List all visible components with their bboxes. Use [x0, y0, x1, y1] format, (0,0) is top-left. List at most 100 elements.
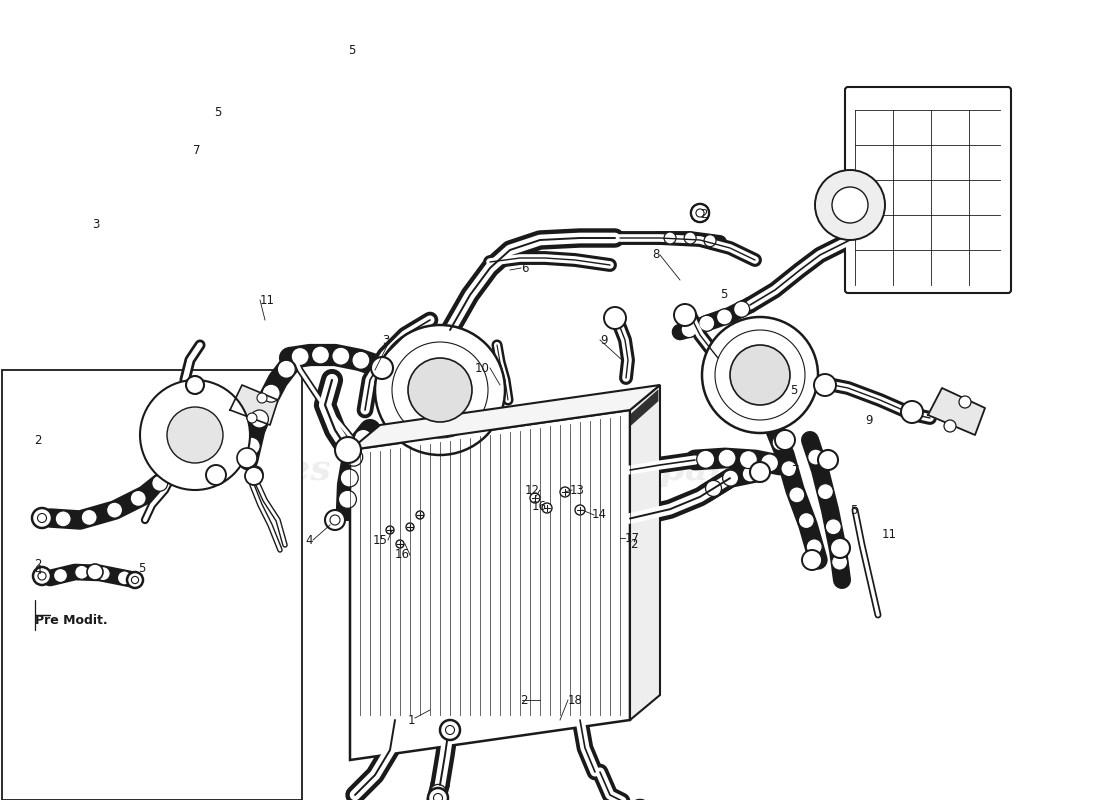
- Text: 2: 2: [700, 209, 707, 222]
- Circle shape: [131, 576, 139, 584]
- Circle shape: [54, 569, 67, 582]
- Text: 5: 5: [850, 503, 857, 517]
- Circle shape: [416, 511, 424, 519]
- Circle shape: [428, 788, 448, 800]
- Text: 2: 2: [520, 694, 528, 706]
- Circle shape: [705, 481, 722, 497]
- Circle shape: [698, 315, 715, 331]
- Circle shape: [311, 346, 330, 364]
- Circle shape: [760, 454, 779, 472]
- Circle shape: [718, 449, 736, 467]
- Text: 17: 17: [625, 531, 640, 545]
- Polygon shape: [230, 385, 278, 425]
- Circle shape: [354, 430, 372, 447]
- Circle shape: [186, 376, 204, 394]
- Circle shape: [832, 187, 868, 223]
- Circle shape: [691, 204, 710, 222]
- Circle shape: [789, 487, 805, 503]
- Circle shape: [716, 309, 733, 325]
- Circle shape: [81, 510, 97, 526]
- Text: 10: 10: [475, 362, 490, 374]
- Circle shape: [739, 450, 758, 469]
- Text: 18: 18: [568, 694, 583, 706]
- Bar: [2, 370, 302, 800]
- Circle shape: [126, 572, 143, 588]
- Circle shape: [681, 322, 697, 338]
- Circle shape: [807, 449, 824, 465]
- Circle shape: [806, 539, 822, 555]
- Circle shape: [959, 396, 971, 408]
- Circle shape: [330, 515, 340, 525]
- Circle shape: [814, 374, 836, 396]
- Text: 5: 5: [138, 562, 145, 574]
- Text: 4: 4: [34, 563, 42, 577]
- Circle shape: [257, 393, 267, 403]
- Circle shape: [336, 437, 361, 463]
- Circle shape: [262, 384, 280, 402]
- Circle shape: [251, 410, 268, 428]
- Circle shape: [406, 523, 414, 531]
- Circle shape: [781, 461, 796, 477]
- Polygon shape: [350, 410, 630, 760]
- Circle shape: [750, 462, 770, 482]
- Text: 3: 3: [92, 218, 100, 231]
- Text: 1: 1: [407, 714, 415, 726]
- Text: 5: 5: [720, 289, 727, 302]
- Text: Pre Modit.: Pre Modit.: [35, 614, 108, 626]
- Text: 5: 5: [214, 106, 222, 119]
- Circle shape: [277, 360, 295, 378]
- Text: 16: 16: [395, 549, 410, 562]
- Polygon shape: [630, 385, 660, 720]
- Text: 9: 9: [600, 334, 607, 346]
- Circle shape: [901, 401, 923, 423]
- Circle shape: [560, 487, 570, 497]
- Circle shape: [575, 505, 585, 515]
- Circle shape: [664, 232, 676, 244]
- Circle shape: [96, 566, 110, 581]
- Circle shape: [344, 448, 363, 466]
- Text: 16: 16: [532, 501, 547, 514]
- Circle shape: [799, 513, 814, 529]
- Text: 2: 2: [630, 538, 638, 551]
- Circle shape: [742, 466, 758, 482]
- Circle shape: [684, 232, 696, 244]
- Text: 15: 15: [373, 534, 388, 546]
- Circle shape: [734, 302, 749, 318]
- Circle shape: [832, 554, 848, 570]
- Circle shape: [248, 413, 257, 423]
- Circle shape: [245, 467, 263, 485]
- Circle shape: [776, 430, 795, 450]
- Circle shape: [825, 518, 842, 534]
- Text: 7: 7: [192, 143, 200, 157]
- Circle shape: [75, 566, 89, 579]
- Circle shape: [332, 347, 350, 365]
- Circle shape: [87, 564, 103, 580]
- Circle shape: [542, 503, 552, 513]
- Circle shape: [396, 540, 404, 548]
- Circle shape: [802, 550, 822, 570]
- Circle shape: [340, 469, 359, 487]
- Circle shape: [446, 726, 454, 734]
- Circle shape: [944, 420, 956, 432]
- Circle shape: [604, 307, 626, 329]
- Circle shape: [730, 345, 790, 405]
- Circle shape: [440, 720, 460, 740]
- Circle shape: [433, 794, 442, 800]
- Circle shape: [696, 209, 704, 217]
- Circle shape: [118, 571, 131, 585]
- Circle shape: [33, 567, 51, 585]
- Circle shape: [352, 351, 370, 370]
- Circle shape: [830, 538, 850, 558]
- FancyBboxPatch shape: [845, 87, 1011, 293]
- Circle shape: [704, 234, 716, 246]
- Circle shape: [702, 317, 818, 433]
- Circle shape: [696, 450, 715, 468]
- Circle shape: [107, 502, 122, 518]
- Text: 13: 13: [570, 483, 585, 497]
- Circle shape: [130, 490, 146, 506]
- Circle shape: [815, 170, 886, 240]
- Text: 2: 2: [34, 558, 42, 571]
- Text: 4: 4: [306, 534, 313, 546]
- Circle shape: [339, 490, 356, 508]
- Circle shape: [691, 204, 710, 222]
